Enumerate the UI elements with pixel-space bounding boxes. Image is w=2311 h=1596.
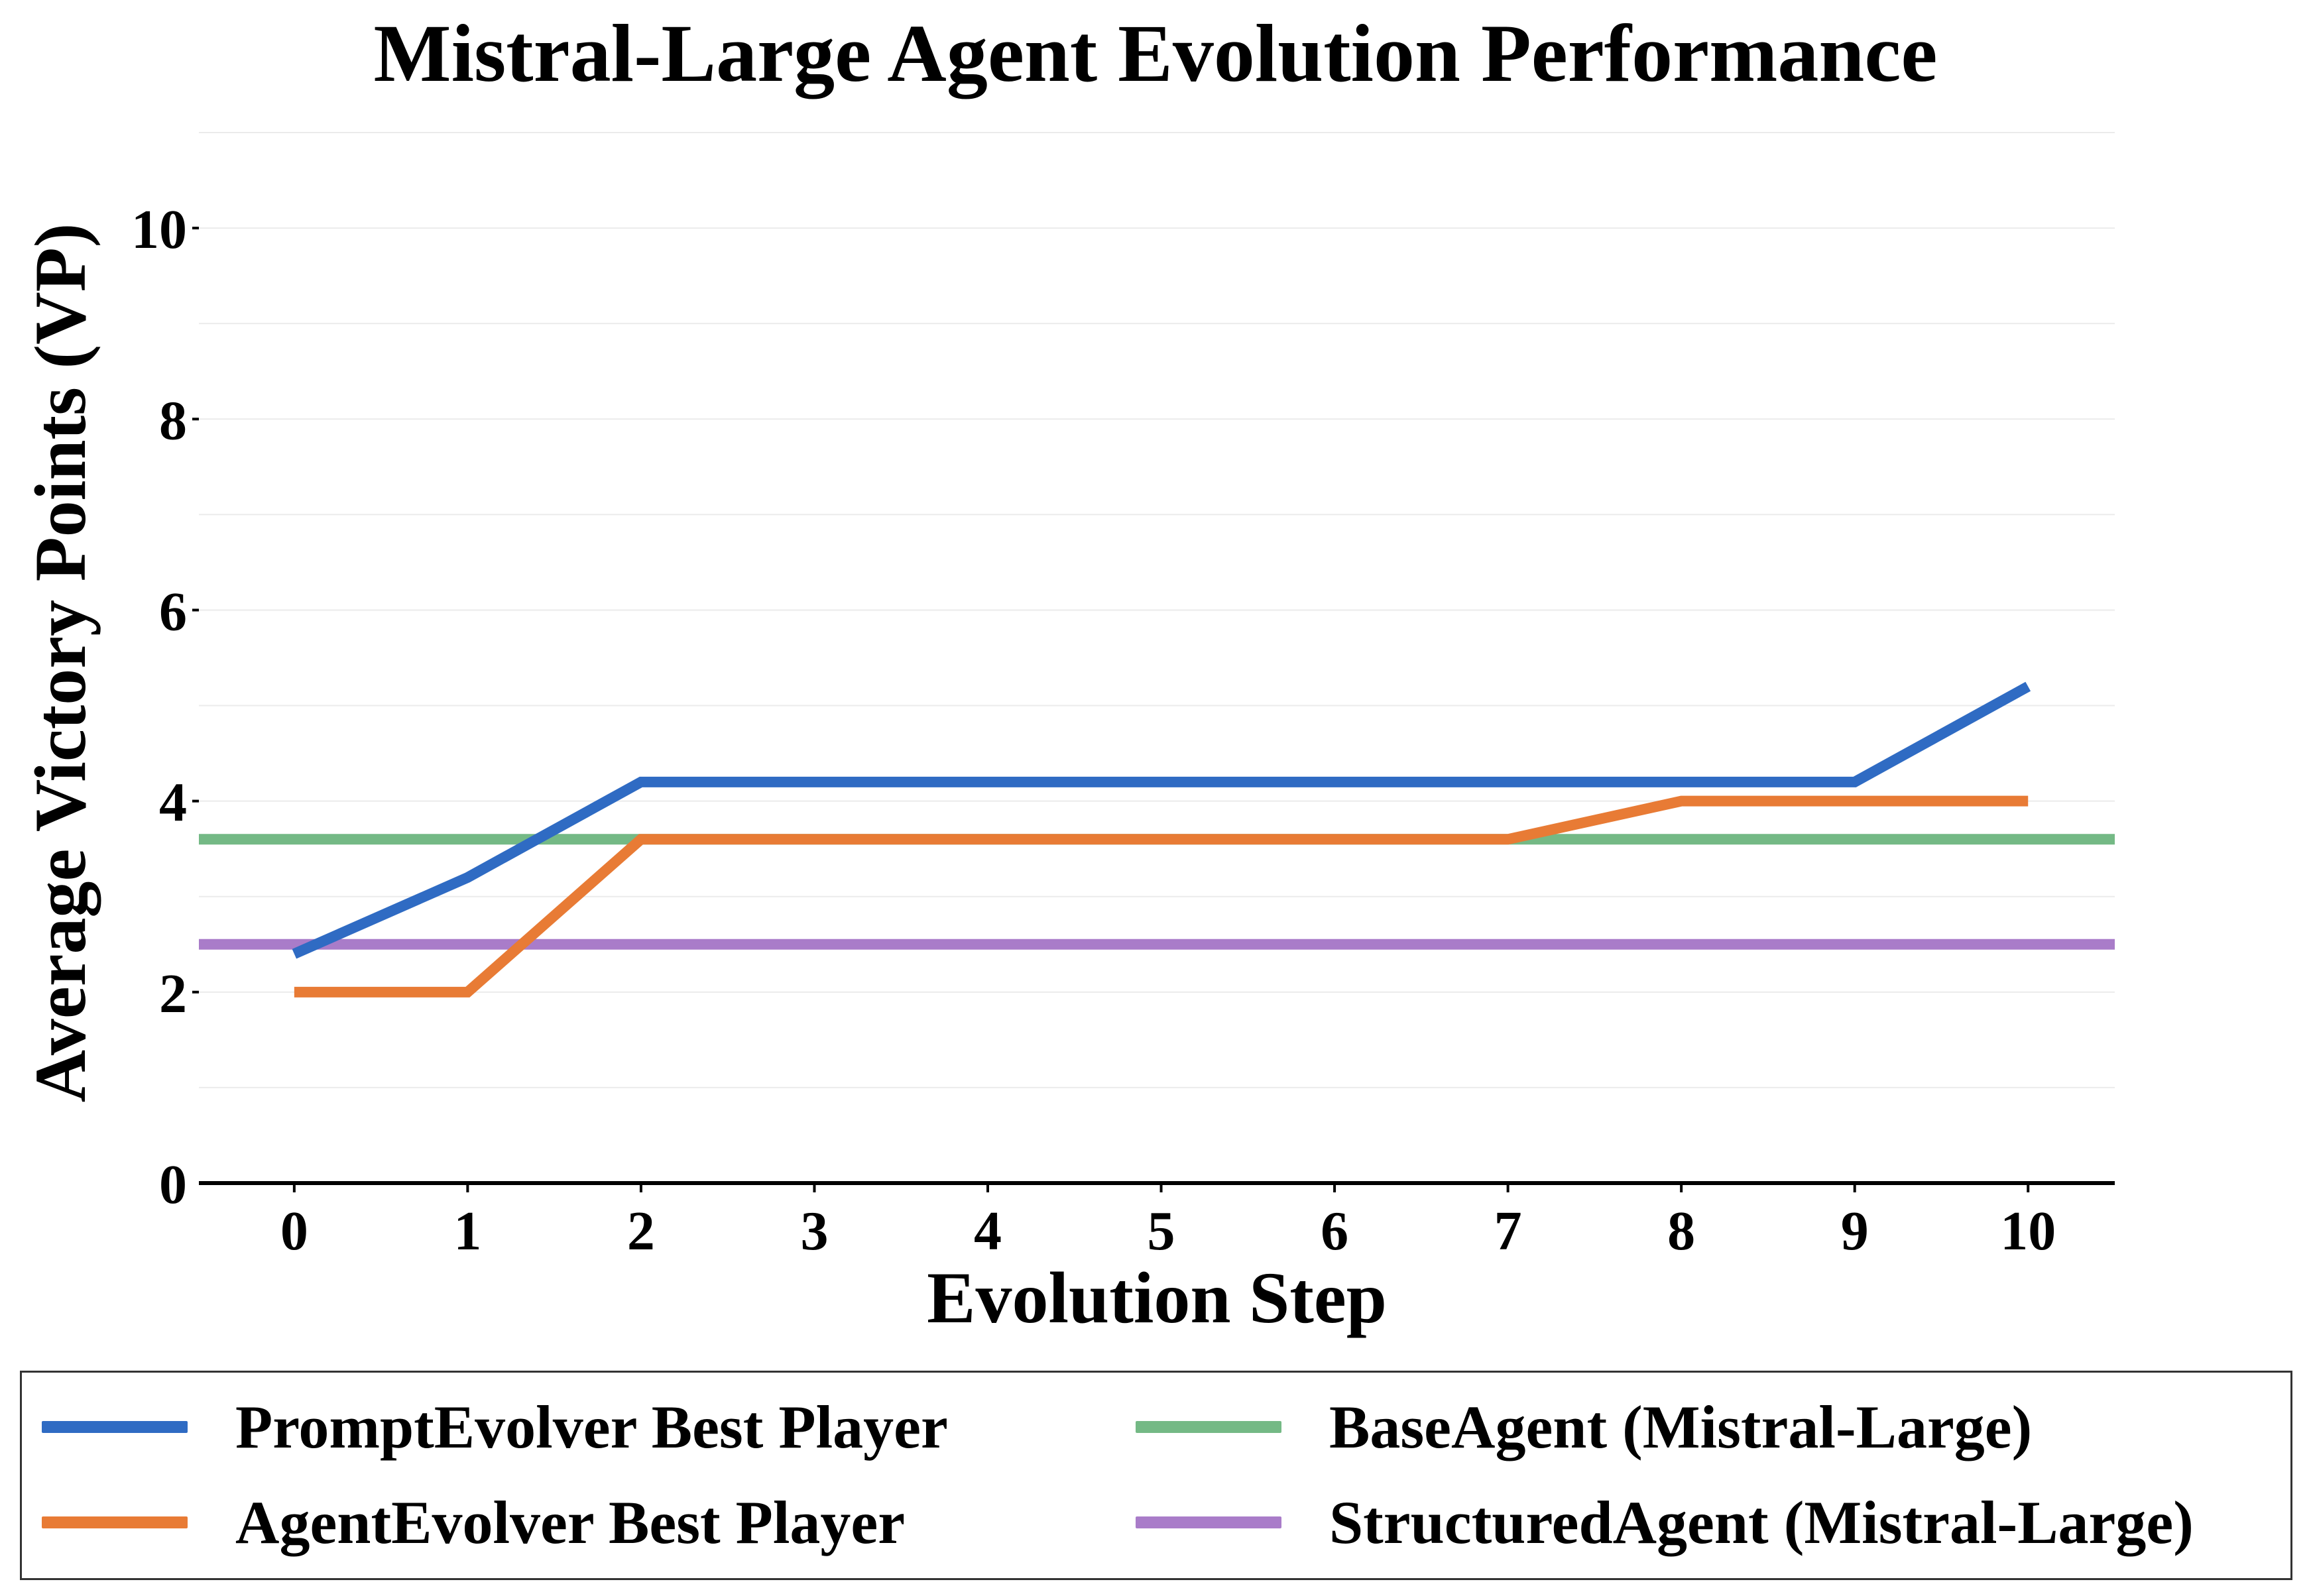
x-tick-label: 7	[1494, 1200, 1522, 1262]
legend-item-agentevolver: AgentEvolver Best Player	[42, 1476, 905, 1569]
legend-swatch	[42, 1421, 188, 1433]
grid-lines	[199, 132, 2115, 1088]
x-tick-label: 9	[1841, 1200, 1869, 1262]
x-tick-label: 4	[974, 1200, 1002, 1262]
legend-label: PromptEvolver Best Player	[235, 1393, 948, 1461]
reference-lines	[199, 834, 2115, 950]
legend-swatch	[1136, 1421, 1281, 1433]
x-tick-label: 0	[280, 1200, 308, 1262]
legend-label: StructuredAgent (Mistral-Large)	[1329, 1489, 2194, 1556]
y-tick-label: 10	[131, 199, 187, 260]
line-chart: 0 1 2 3 4 5 6 7 8 9 10 0 2 4 6 8 10 Evolution Step Avera…	[20, 132, 2115, 1338]
x-tick-label: 1	[453, 1200, 481, 1262]
chart-title: Mistral-Large Agent Evolution Performanc…	[373, 8, 1938, 99]
legend-label: BaseAgent (Mistral-Large)	[1329, 1393, 2033, 1461]
x-tick-label: 5	[1148, 1200, 1175, 1262]
y-tick-label: 8	[159, 390, 187, 451]
series-line-0	[292, 681, 2031, 959]
x-tick-label: 6	[1321, 1200, 1348, 1262]
x-tick-label: 2	[627, 1200, 655, 1262]
legend-item-structuredagent: StructuredAgent (Mistral-Large)	[1136, 1476, 2194, 1569]
legend: PromptEvolver Best Player AgentEvolver B…	[20, 1371, 2292, 1580]
y-tick-label: 4	[159, 772, 187, 834]
x-tick-label: 8	[1667, 1200, 1695, 1262]
x-axis-label: Evolution Step	[927, 1257, 1387, 1338]
legend-item-baseagent: BaseAgent (Mistral-Large)	[1136, 1381, 2032, 1473]
series-line-1	[294, 795, 2029, 997]
y-tick-label: 6	[159, 581, 187, 642]
y-tick-label: 2	[159, 963, 187, 1025]
series-lines	[292, 681, 2031, 997]
legend-swatch	[1136, 1516, 1281, 1528]
y-tick-label: 0	[159, 1154, 187, 1216]
y-axis-label: Average Victory Points (VP)	[20, 223, 101, 1103]
x-tick-label: 3	[800, 1200, 828, 1262]
x-tick-label: 10	[2000, 1200, 2056, 1262]
legend-swatch	[42, 1516, 188, 1528]
legend-label: AgentEvolver Best Player	[235, 1489, 906, 1556]
axes: 0 1 2 3 4 5 6 7 8 9 10 0 2 4 6 8 10	[131, 199, 2115, 1262]
legend-item-promptevolver: PromptEvolver Best Player	[42, 1381, 948, 1473]
